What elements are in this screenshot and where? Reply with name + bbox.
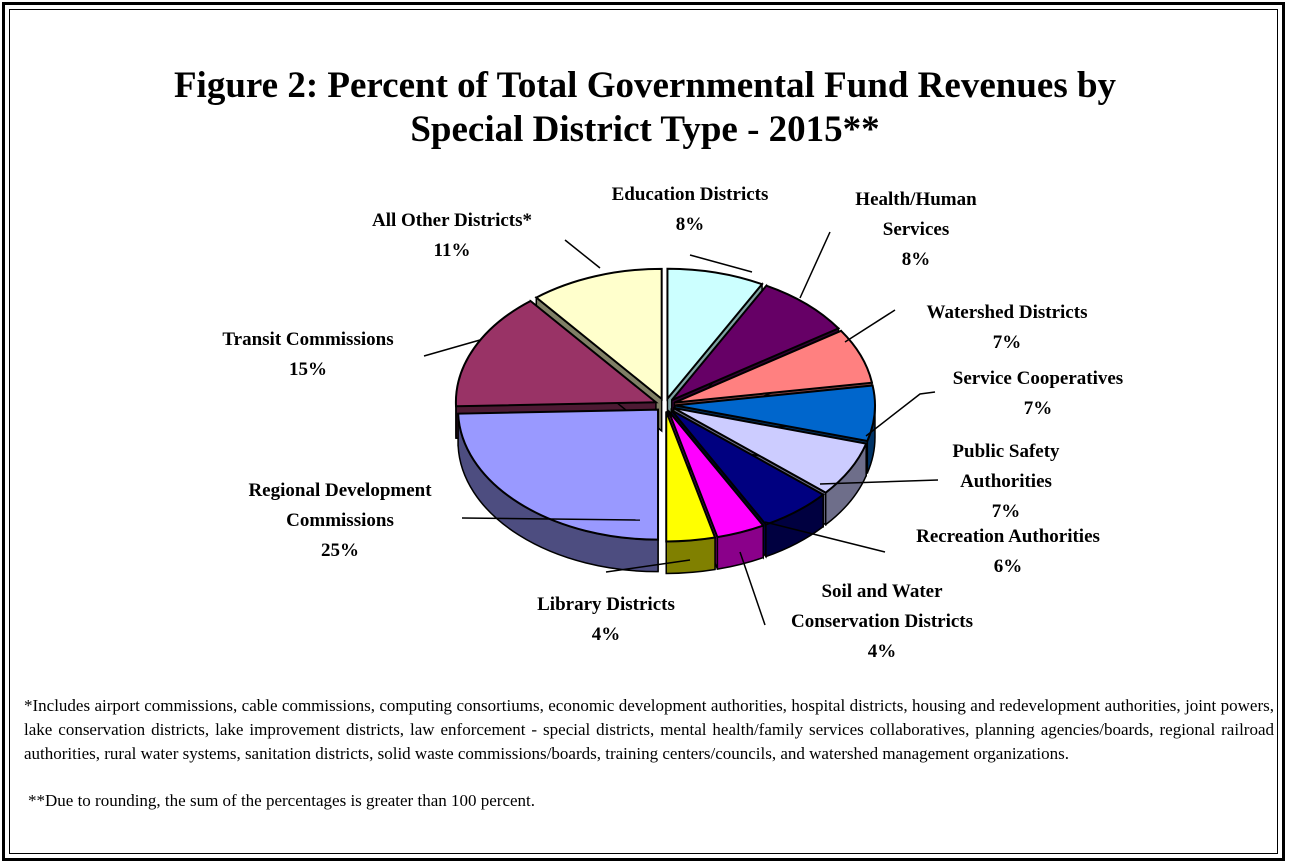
leader-line: [819, 479, 939, 485]
slice-name-label: Services: [883, 219, 949, 240]
leader-line: [739, 551, 766, 626]
slice-name-label: Service Cooperatives: [953, 368, 1123, 389]
pie-tops: [454, 267, 876, 543]
chart-title-line-1: Figure 2: Percent of Total Governmental …: [173, 65, 1117, 106]
pie-slice: [667, 410, 765, 539]
slice-name-label: Soil and Water: [821, 581, 943, 602]
pie-slice: [457, 408, 660, 541]
slice-value-label: 15%: [289, 359, 327, 380]
chart-title-line-2: Special District Type - 2015**: [410, 109, 880, 150]
slice-name-label: Health/Human: [855, 189, 977, 210]
slice-value-label: 7%: [1024, 398, 1053, 419]
footnote-included-districts: *Includes airport commissions, cable com…: [24, 696, 1274, 763]
slice-name-label: Public Safety: [952, 441, 1060, 462]
slice-labels: Education Districts 8% Health/Human Service…: [222, 184, 1123, 662]
pie-slice: [665, 411, 717, 543]
leader-lines: [423, 231, 939, 626]
pie-slice: [454, 299, 659, 408]
slice-name-label: Conservation Districts: [791, 611, 973, 632]
slice-value-label: 7%: [992, 501, 1021, 522]
slice-name-label: Transit Commissions: [222, 329, 393, 350]
pie-slice: [666, 267, 764, 402]
slice-value-label: 7%: [993, 332, 1022, 353]
leader-line: [799, 231, 831, 299]
slice-name-label: Watershed Districts: [927, 302, 1088, 323]
leader-line: [564, 239, 601, 269]
slice-value-label: 4%: [592, 624, 621, 645]
slice-name-label: Library Districts: [537, 594, 675, 615]
pie-slice: [673, 329, 874, 404]
slice-value-label: 8%: [902, 249, 931, 270]
pie-slice: [670, 284, 841, 402]
inner-frame: [9, 9, 1278, 854]
slice-value-label: 6%: [994, 556, 1023, 577]
leader-line: [764, 521, 886, 553]
slice-value-label: 25%: [321, 540, 359, 561]
leader-line: [844, 309, 896, 343]
footnote-rounding: **Due to rounding, the sum of the percen…: [28, 791, 536, 810]
slice-name-label: Education Districts: [612, 184, 769, 205]
chart-title: Figure 2: Percent of Total Governmental …: [40, 64, 1250, 152]
pie-slice: [670, 409, 825, 526]
leader-line: [689, 254, 753, 273]
slice-name-label: Regional Development: [248, 480, 432, 501]
leader-line: [423, 339, 481, 357]
pie-slice: [674, 384, 876, 443]
leader-line: [865, 391, 936, 437]
slice-value-label: 11%: [434, 240, 471, 261]
leader-line: [461, 517, 641, 521]
slice-name-label: Authorities: [960, 471, 1052, 492]
slice-name-label: Recreation Authorities: [916, 526, 1100, 547]
slice-side: [665, 536, 716, 575]
slice-name-label: Commissions: [286, 510, 394, 531]
pie-slice: [534, 267, 663, 401]
slice-name-label: All Other Districts*: [372, 210, 532, 231]
leader-line: [605, 559, 691, 573]
slice-value-label: 8%: [676, 214, 705, 235]
slice-value-label: 4%: [868, 641, 897, 662]
pie-slice: [673, 407, 868, 494]
